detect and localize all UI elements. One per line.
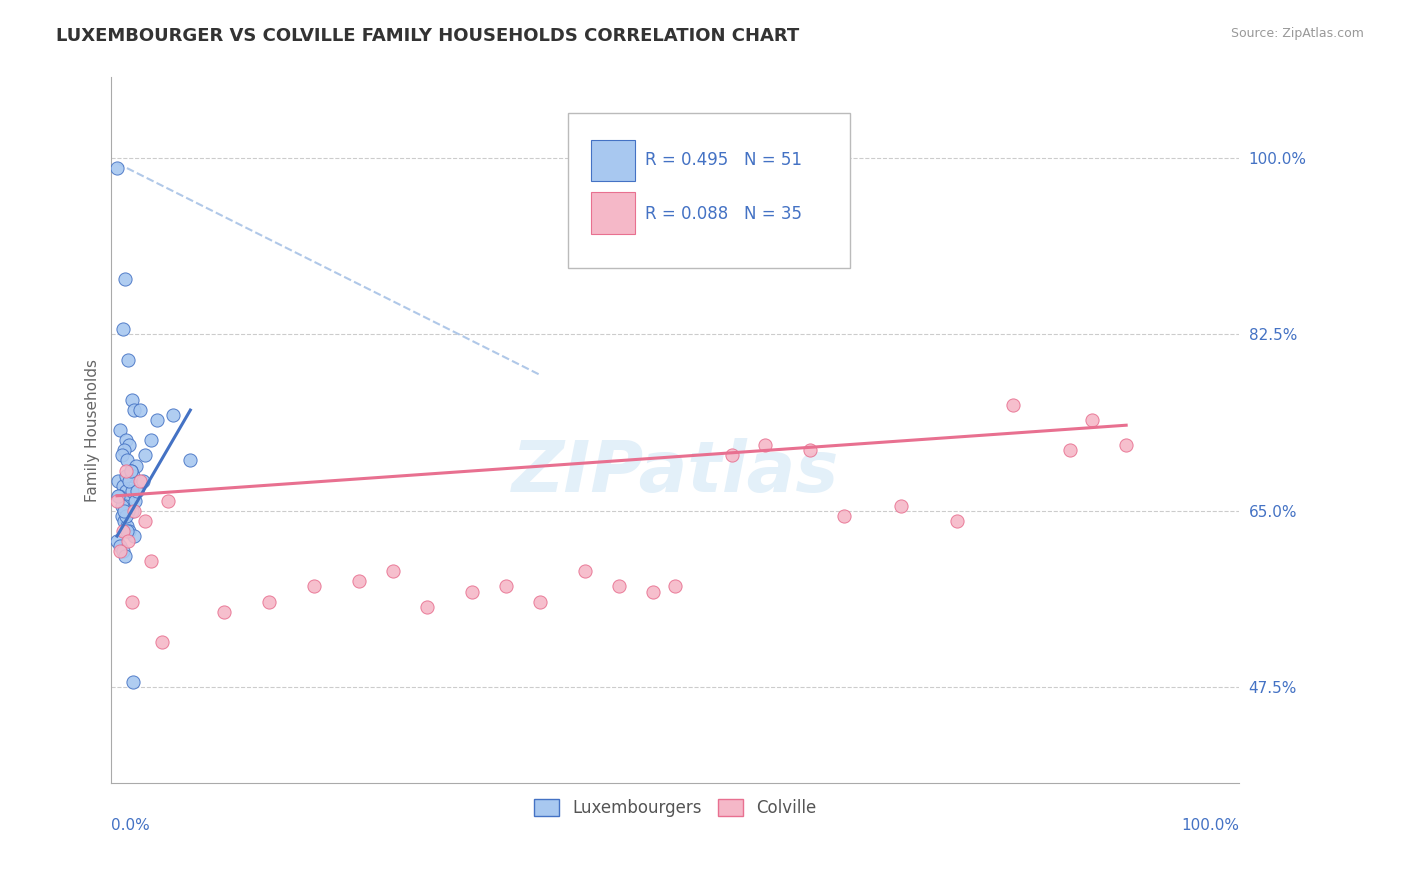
Point xyxy=(122,529,145,543)
Point xyxy=(110,499,132,513)
Point xyxy=(115,434,138,448)
Point xyxy=(112,504,135,518)
Point xyxy=(754,438,776,452)
FancyBboxPatch shape xyxy=(568,112,851,268)
Point xyxy=(115,468,138,483)
Point xyxy=(114,549,136,564)
Point xyxy=(110,508,132,523)
Point xyxy=(112,443,135,458)
Point xyxy=(128,474,150,488)
Point xyxy=(118,474,141,488)
Text: ZIPatlas: ZIPatlas xyxy=(512,438,839,507)
Point xyxy=(1059,443,1081,458)
Text: R = 0.088   N = 35: R = 0.088 N = 35 xyxy=(645,204,801,223)
FancyBboxPatch shape xyxy=(591,193,634,234)
Legend: Luxembourgers, Colville: Luxembourgers, Colville xyxy=(527,793,824,824)
Point xyxy=(111,322,134,336)
Point xyxy=(114,272,136,286)
Point xyxy=(117,504,139,518)
Point xyxy=(946,514,969,528)
Point xyxy=(108,489,131,503)
Point xyxy=(495,580,517,594)
Point xyxy=(799,443,821,458)
Point xyxy=(134,449,156,463)
Point xyxy=(118,524,141,538)
Point xyxy=(107,489,129,503)
Point xyxy=(1081,413,1104,427)
Y-axis label: Family Households: Family Households xyxy=(86,359,100,501)
Point xyxy=(132,474,155,488)
Point xyxy=(110,423,132,437)
Point xyxy=(121,504,143,518)
Point xyxy=(259,594,281,608)
Point xyxy=(134,514,156,528)
Point xyxy=(664,580,686,594)
Point xyxy=(150,635,173,649)
Text: LUXEMBOURGER VS COLVILLE FAMILY HOUSEHOLDS CORRELATION CHART: LUXEMBOURGER VS COLVILLE FAMILY HOUSEHOL… xyxy=(56,27,800,45)
Point xyxy=(115,464,138,478)
Point xyxy=(121,594,143,608)
Point xyxy=(179,453,201,467)
Point xyxy=(111,524,134,538)
Point xyxy=(1002,398,1025,412)
Text: 0.0%: 0.0% xyxy=(111,818,150,833)
Point xyxy=(115,483,138,498)
Point xyxy=(382,565,405,579)
Point xyxy=(122,403,145,417)
Point xyxy=(110,539,132,553)
Point xyxy=(111,544,134,558)
Point xyxy=(139,554,162,568)
Point xyxy=(156,493,179,508)
Point xyxy=(890,499,912,513)
Point xyxy=(111,478,134,492)
Point xyxy=(1115,438,1137,452)
Point xyxy=(641,584,664,599)
Point xyxy=(128,403,150,417)
Point xyxy=(529,594,551,608)
Point xyxy=(124,493,146,508)
Point xyxy=(114,499,136,513)
Point xyxy=(121,392,143,407)
Point xyxy=(720,449,742,463)
Point xyxy=(145,413,167,427)
Point xyxy=(115,524,138,538)
Point xyxy=(105,493,128,508)
Point xyxy=(118,438,141,452)
Point xyxy=(120,464,142,478)
Point xyxy=(162,408,184,422)
Point xyxy=(107,474,129,488)
Point xyxy=(112,514,135,528)
Point xyxy=(117,534,139,549)
Point xyxy=(125,458,148,473)
Point xyxy=(304,580,326,594)
Point xyxy=(120,464,142,478)
Point xyxy=(110,544,132,558)
Point xyxy=(574,565,596,579)
Point xyxy=(105,534,128,549)
Point xyxy=(122,504,145,518)
Point xyxy=(139,434,162,448)
Text: Source: ZipAtlas.com: Source: ZipAtlas.com xyxy=(1230,27,1364,40)
Point xyxy=(121,483,143,498)
Point xyxy=(416,599,439,614)
Point xyxy=(349,574,371,589)
Point xyxy=(115,453,138,467)
Point xyxy=(127,483,149,498)
FancyBboxPatch shape xyxy=(591,139,634,181)
Point xyxy=(212,605,235,619)
Point xyxy=(117,352,139,367)
Point xyxy=(115,519,138,533)
Point xyxy=(117,493,139,508)
Point xyxy=(121,468,143,483)
Point xyxy=(105,161,128,176)
Point xyxy=(115,508,138,523)
Point xyxy=(110,449,132,463)
Text: R = 0.495   N = 51: R = 0.495 N = 51 xyxy=(645,151,801,169)
Point xyxy=(832,508,855,523)
Point xyxy=(461,584,484,599)
Point xyxy=(121,675,143,690)
Text: 100.0%: 100.0% xyxy=(1181,818,1239,833)
Point xyxy=(607,580,630,594)
